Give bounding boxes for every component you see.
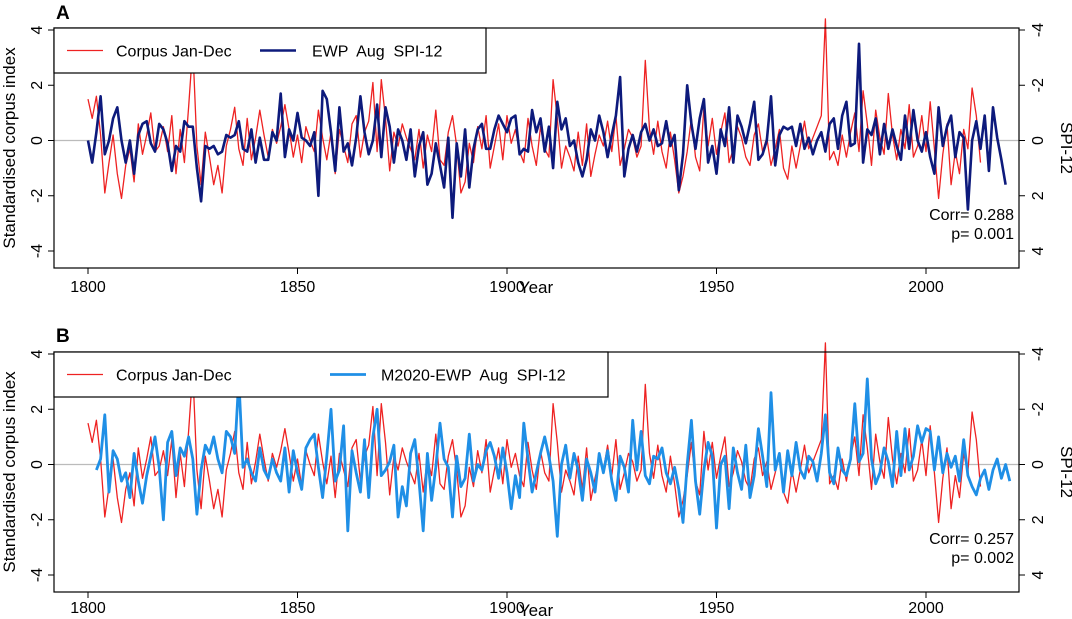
y-tick-label: -4 [29, 568, 46, 582]
y-tick-label: -4 [29, 244, 46, 258]
series-line-m2020 [95, 377, 1012, 538]
correlation-text: Corr= 0.257 [929, 531, 1014, 548]
y2-tick-label: -2 [1030, 78, 1047, 92]
y2-axis-title: SPI-12 [1057, 446, 1072, 498]
legend: Corpus Jan-Dec M2020-EWP Aug SPI-12 [53, 351, 609, 398]
y2-tick-label: -4 [1030, 347, 1047, 361]
x-tick-label: 1900 [489, 279, 525, 296]
p-value-text: p= 0.001 [951, 226, 1014, 243]
y2-tick-label: -4 [1030, 23, 1047, 37]
x-tick-label: 1800 [70, 600, 106, 617]
legend-label: M2020-EWP Aug SPI-12 [381, 368, 566, 385]
y-tick-label: 2 [29, 405, 46, 414]
y-axis-title: Standardised corpus index [0, 47, 19, 249]
y-tick-label: 0 [29, 460, 46, 469]
legend-label: EWP Aug SPI-12 [312, 44, 443, 61]
x-tick-label: 1900 [489, 600, 525, 617]
chart-panel-a: A -4 -2 0 2 4 4 2 0 -2 -4 1800 1850 1900 1950 2000 Year S… [0, 3, 1072, 297]
x-tick-label: 2000 [908, 600, 944, 617]
y-tick-label: -2 [29, 513, 46, 527]
y2-tick-label: 0 [1030, 460, 1047, 469]
legend-label: Corpus Jan-Dec [116, 368, 232, 385]
series-line-ewp [86, 42, 1007, 220]
y-tick-label: 2 [29, 81, 46, 90]
y2-tick-label: 0 [1030, 136, 1047, 145]
x-tick-label: 1950 [699, 600, 735, 617]
y-tick-label: 4 [29, 25, 46, 34]
y2-tick-label: 2 [1030, 191, 1047, 200]
y2-axis-title: SPI-12 [1057, 122, 1072, 174]
x-tick-label: 1950 [699, 279, 735, 296]
x-axis-title: Year [519, 601, 554, 619]
panel-label: A [56, 3, 70, 24]
correlation-text: Corr= 0.288 [929, 207, 1014, 224]
x-tick-label: 1850 [280, 600, 316, 617]
y2-tick-label: 4 [1030, 570, 1047, 579]
y-tick-label: -2 [29, 189, 46, 203]
panel-label: B [56, 326, 70, 347]
legend-box [53, 351, 609, 398]
x-tick-label: 1800 [70, 279, 106, 296]
legend-label: Corpus Jan-Dec [116, 44, 232, 61]
y-tick-label: 0 [29, 136, 46, 145]
x-axis-title: Year [519, 278, 554, 297]
y2-tick-label: 4 [1030, 246, 1047, 255]
x-tick-label: 1850 [280, 279, 316, 296]
y-tick-label: 4 [29, 349, 46, 358]
y2-tick-label: 2 [1030, 515, 1047, 524]
y-axis-title: Standardised corpus index [0, 371, 19, 573]
legend: Corpus Jan-Dec EWP Aug SPI-12 [53, 27, 487, 74]
plot-frame [53, 27, 1020, 269]
y2-tick-label: -2 [1030, 402, 1047, 416]
p-value-text: p= 0.002 [951, 550, 1014, 567]
x-tick-label: 2000 [908, 279, 944, 296]
chart-panel-b: B -4 -2 0 2 4 4 2 0 -2 -4 1800 1850 1900 1950 2000 Year S… [0, 326, 1072, 619]
